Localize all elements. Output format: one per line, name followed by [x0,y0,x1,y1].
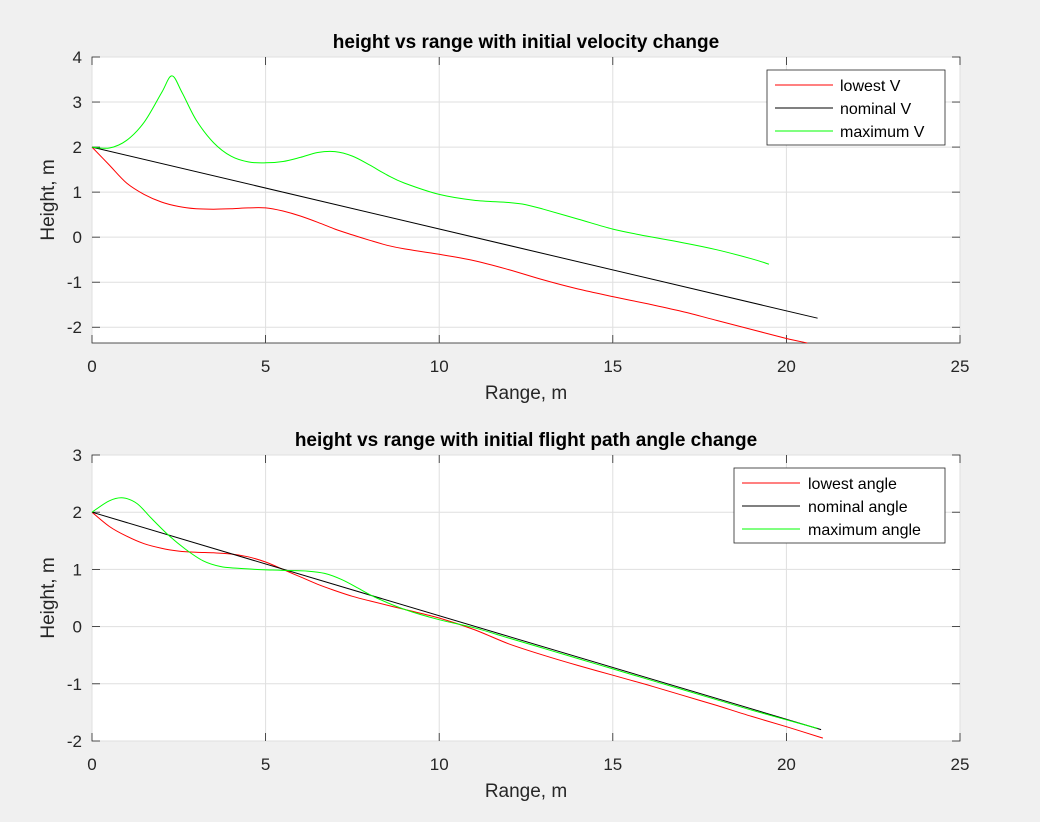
y-axis-label: Height, m [38,557,59,638]
legend: lowest V nominal V maximum V [766,69,946,146]
y-tick-label: 3 [73,446,82,465]
plot-velocity-change: height vs range with initial velocity ch… [38,32,969,404]
plot-title: height vs range with initial flight path… [295,430,757,451]
x-tick-label: 0 [87,755,96,774]
plot-angle-change: height vs range with initial flight path… [38,430,969,802]
series-lines [91,75,818,344]
x-tick-label: 25 [951,755,970,774]
x-tick-label: 20 [777,755,796,774]
y-tick-label: 0 [73,618,82,637]
y-tick-label: -2 [67,318,82,337]
series-line-nominal-angle [91,511,822,731]
y-tick-label: 2 [73,138,82,157]
y-tick-label: -1 [67,675,82,694]
legend: lowest angle nominal angle maximum angle [733,467,946,544]
legend-label-lowest-angle: lowest angle [808,476,897,493]
tick-marks [91,454,961,742]
x-tick-label: 10 [430,755,449,774]
x-tick-label: 25 [951,357,970,376]
x-tick-label: 5 [261,357,270,376]
x-tick-label: 15 [603,357,622,376]
series-line-maximum-v [91,75,770,265]
grid-lines [91,56,961,343]
legend-label-maximum-v: maximum V [840,124,925,141]
series-line-lowest-v [91,146,808,344]
legend-label-nominal-v: nominal V [840,101,911,118]
y-tick-label: 1 [73,560,82,579]
x-tick-label: 0 [87,357,96,376]
series-lines [91,497,824,739]
y-tick-label: 1 [73,183,82,202]
x-axis-label: Range, m [485,383,567,404]
tick-labels: 0 5 10 15 20 25 -2 -1 0 1 2 3 4 [67,48,970,376]
x-tick-label: 5 [261,755,270,774]
x-tick-label: 10 [430,357,449,376]
y-axis-label: Height, m [38,159,59,240]
y-tick-label: -1 [67,273,82,292]
y-tick-label: 2 [73,503,82,522]
legend-label-nominal-angle: nominal angle [808,499,908,516]
x-tick-label: 20 [777,357,796,376]
plot-title: height vs range with initial velocity ch… [333,32,719,53]
legend-label-lowest-v: lowest V [840,78,901,95]
x-axis-label: Range, m [485,781,567,802]
legend-label-maximum-angle: maximum angle [808,522,921,539]
x-tick-label: 15 [603,755,622,774]
series-line-maximum-angle [91,497,818,729]
series-line-nominal-v [91,146,818,319]
y-tick-label: 0 [73,228,82,247]
y-tick-label: 3 [73,93,82,112]
series-line-lowest-angle [91,511,824,739]
tick-labels: 0 5 10 15 20 25 -2 -1 0 1 2 3 [67,446,970,774]
y-tick-label: 4 [73,48,82,67]
y-tick-label: -2 [67,732,82,751]
